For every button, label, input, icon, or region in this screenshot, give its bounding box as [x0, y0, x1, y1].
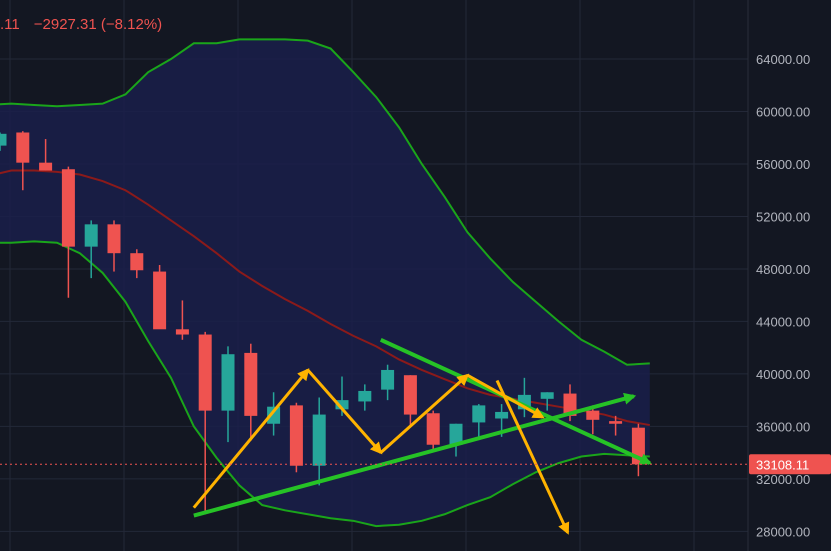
candle [426, 410, 440, 450]
candle [289, 402, 303, 473]
candle-body [244, 352, 258, 416]
middle-band-line [0, 169, 650, 427]
candle [312, 397, 326, 486]
candle [221, 346, 235, 443]
candles [0, 131, 645, 515]
candle-body [312, 414, 326, 466]
candle [39, 139, 53, 171]
last-price-label: 33108.11 [756, 457, 809, 472]
candle-body [16, 132, 30, 163]
candle [267, 392, 281, 436]
candle [0, 132, 7, 151]
y-tick-label: 28000.00 [756, 524, 810, 539]
candle [107, 220, 121, 272]
price-change: −2927.31 (−8.12%) [33, 16, 163, 33]
candle [540, 392, 554, 411]
candle-body [0, 133, 7, 146]
candle-body [358, 390, 372, 402]
candle-body [289, 405, 303, 466]
candle-body [403, 375, 417, 415]
candle [130, 249, 144, 279]
candle [244, 343, 258, 441]
trend-arrow-green [193, 392, 637, 518]
candle-body [39, 162, 53, 171]
candle-body [153, 271, 167, 330]
candle-body [495, 411, 509, 419]
wave-arrow-yellow [192, 368, 310, 509]
band-fill [0, 39, 650, 527]
candle [84, 220, 98, 279]
candle [586, 405, 600, 435]
price-header: .11 −2927.31 (−8.12%) [0, 16, 176, 38]
y-tick-label: 32000.00 [756, 472, 810, 487]
candle-body [107, 224, 121, 254]
candle-body [335, 400, 349, 410]
candle [16, 131, 30, 191]
y-tick-label: 40000.00 [756, 367, 810, 382]
candle-body [198, 334, 212, 411]
candle-body [540, 392, 554, 399]
price-axis: 28000.00 32000.00 36000.00 40000.00 44000.00… [747, 0, 831, 551]
candle-body [472, 405, 486, 423]
candle-body [84, 224, 98, 247]
upper-band-line [0, 38, 650, 366]
candle [403, 375, 417, 427]
candle [175, 300, 189, 340]
candle-body [381, 369, 395, 390]
y-tick-label: 44000.00 [756, 314, 810, 329]
candle [61, 166, 75, 298]
candle-body [267, 406, 281, 424]
candle-body [449, 423, 463, 445]
candle [153, 265, 167, 330]
candle [381, 364, 395, 401]
candle-body [130, 253, 144, 271]
candle-body [586, 410, 600, 420]
candle [198, 331, 212, 515]
candle-body [426, 413, 440, 445]
last-price-tag [749, 454, 831, 475]
y-tick-label: 64000.00 [756, 52, 810, 67]
y-tick-label: 48000.00 [756, 262, 810, 277]
bollinger-bands [0, 38, 650, 528]
annotations [0, 337, 748, 535]
y-tick-label: 60000.00 [756, 105, 810, 120]
last-price-fragment: .11 [0, 16, 20, 33]
candle [472, 404, 486, 437]
candle-body [61, 169, 75, 247]
wave-arrow-yellow [379, 373, 470, 454]
y-tick-label: 36000.00 [756, 419, 810, 434]
wave-arrow-yellow [306, 368, 383, 455]
candle [449, 423, 463, 457]
y-tick-label: 52000.00 [756, 209, 810, 224]
candle-body [609, 421, 623, 424]
candle [609, 415, 623, 436]
candle-body [221, 354, 235, 411]
y-tick-label: 56000.00 [756, 157, 810, 172]
wave-arrow-yellow [495, 379, 570, 535]
candle-body [175, 329, 189, 335]
candle-body [563, 393, 577, 416]
candle [358, 384, 372, 411]
